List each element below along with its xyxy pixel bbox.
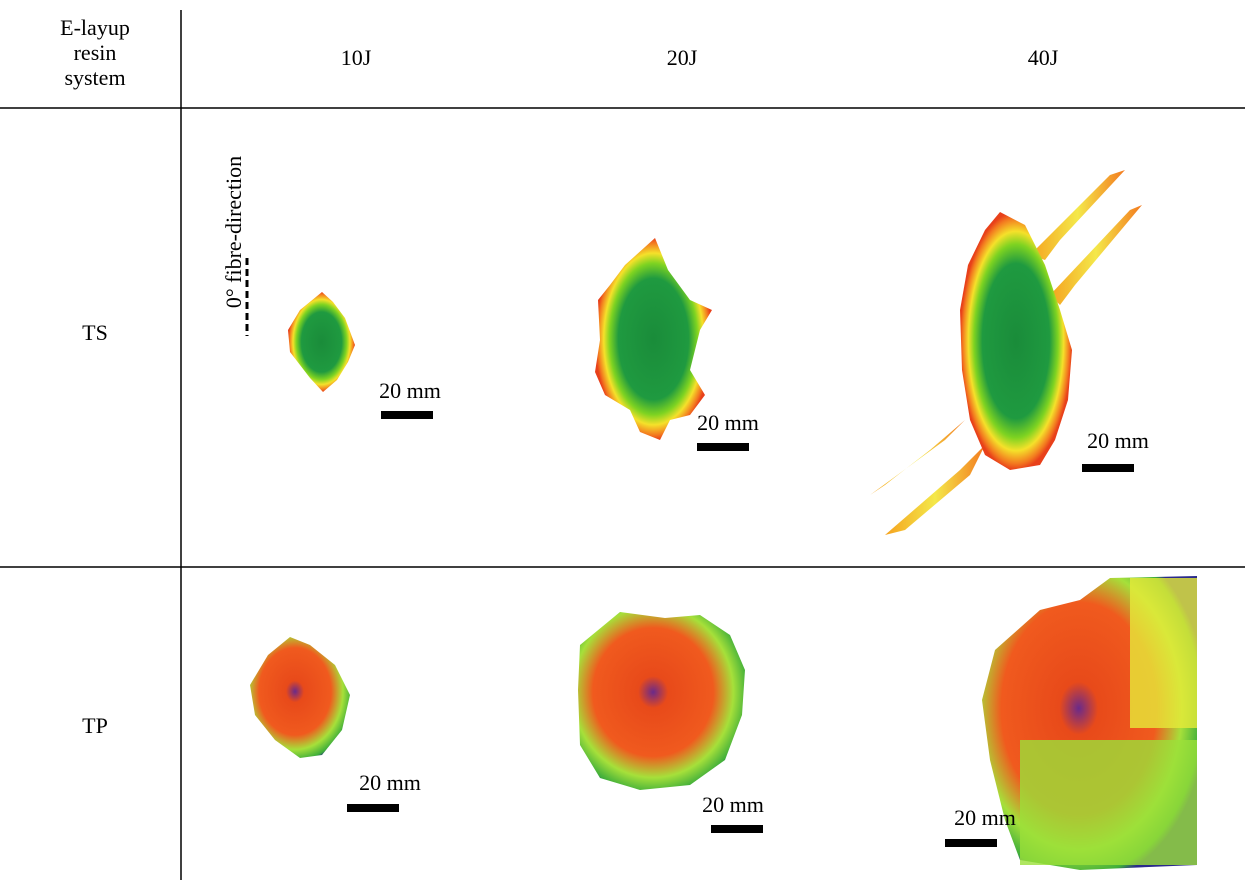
damage-map [595, 238, 712, 440]
scale-label: 20 mm [702, 792, 764, 817]
damage-streak [885, 445, 985, 535]
scale-label: 20 mm [379, 378, 441, 403]
scale-bar [381, 411, 433, 419]
damage-map [250, 637, 350, 758]
damage-region [1130, 578, 1197, 728]
column-header: 20J [667, 45, 698, 70]
corner-header: E-layup [60, 15, 130, 40]
scale-label: 20 mm [954, 805, 1016, 830]
damage-streak [1030, 170, 1125, 260]
damage-region [1020, 740, 1197, 865]
damage-map [960, 212, 1072, 470]
damage-streak [1050, 205, 1142, 305]
fibre-direction-label: 0° fibre-direction [221, 156, 246, 308]
corner-header: system [64, 65, 125, 90]
scale-bar [1082, 464, 1134, 472]
damage-map [288, 292, 355, 392]
row-label: TP [82, 713, 108, 738]
column-header: 40J [1028, 45, 1059, 70]
scale-bar [945, 839, 997, 847]
scale-label: 20 mm [1087, 428, 1149, 453]
scale-label: 20 mm [697, 410, 759, 435]
scale-bar [697, 443, 749, 451]
scale-bar [711, 825, 763, 833]
scale-bar [347, 804, 399, 812]
column-header: 10J [341, 45, 372, 70]
corner-header: resin [74, 40, 117, 65]
row-label: TS [82, 320, 108, 345]
damage-map [578, 612, 745, 790]
scale-label: 20 mm [359, 770, 421, 795]
